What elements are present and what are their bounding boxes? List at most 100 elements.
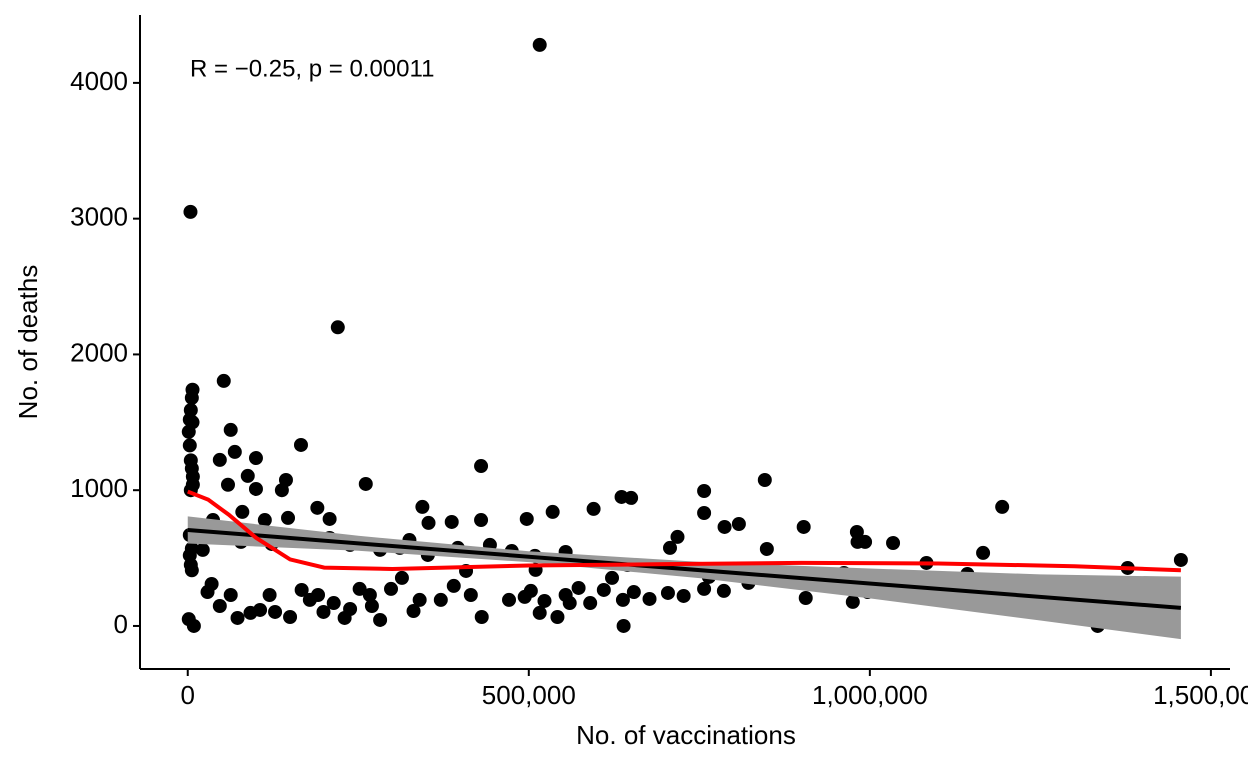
point [182, 438, 197, 453]
point [274, 483, 289, 498]
point [283, 610, 298, 625]
point [181, 424, 196, 439]
point [463, 588, 478, 603]
point [268, 604, 283, 619]
point [248, 451, 263, 466]
point [412, 592, 427, 607]
point [731, 516, 746, 531]
point [248, 481, 263, 496]
x-tick-label: 0 [181, 680, 195, 710]
point [281, 510, 296, 525]
point [697, 581, 712, 596]
point [415, 499, 430, 514]
y-tick-label: 3000 [70, 202, 128, 232]
point [223, 422, 238, 437]
point [184, 563, 199, 578]
point [670, 529, 685, 544]
point [662, 540, 677, 555]
point [337, 610, 352, 625]
point [444, 514, 459, 529]
x-tick-label: 1,000,000 [812, 680, 928, 710]
point [642, 591, 657, 606]
point [660, 585, 675, 600]
point [216, 373, 231, 388]
point [605, 570, 620, 585]
point [474, 459, 489, 474]
point [849, 525, 864, 540]
point [235, 504, 250, 519]
point [406, 604, 421, 619]
point [517, 589, 532, 604]
point [364, 599, 379, 614]
point [596, 582, 611, 597]
point [183, 204, 198, 219]
x-tick-label: 1,500,000 [1153, 680, 1248, 710]
point [220, 477, 235, 492]
point [362, 588, 377, 603]
point [886, 536, 901, 551]
point [796, 519, 811, 534]
point [615, 592, 630, 607]
point [384, 581, 399, 596]
point [316, 604, 331, 619]
point [257, 513, 272, 528]
point [253, 602, 268, 617]
point [550, 610, 565, 625]
confidence-band [187, 516, 1181, 640]
point [421, 515, 436, 530]
point [624, 490, 639, 505]
point [537, 593, 552, 608]
point [716, 583, 731, 598]
point [310, 500, 325, 515]
y-tick-label: 2000 [70, 337, 128, 367]
point [676, 588, 691, 603]
point [212, 452, 227, 467]
point [293, 437, 308, 452]
point [616, 618, 631, 633]
point [532, 605, 547, 620]
point [474, 610, 489, 625]
x-tick-label: 500,000 [482, 680, 576, 710]
point [519, 511, 534, 526]
point [326, 596, 341, 611]
point [502, 592, 517, 607]
point [330, 320, 345, 335]
y-tick-label: 4000 [70, 66, 128, 96]
point [394, 570, 409, 585]
point [240, 468, 255, 483]
point [195, 542, 210, 557]
point [294, 582, 309, 597]
point [586, 501, 601, 516]
point [185, 477, 200, 492]
point [532, 37, 547, 52]
point [373, 612, 388, 627]
point [583, 596, 598, 611]
point [626, 585, 641, 600]
point [184, 390, 199, 405]
y-axis-title: No. of deaths [13, 265, 43, 420]
point [230, 610, 245, 625]
point [850, 534, 865, 549]
point [474, 513, 489, 528]
point [322, 511, 337, 526]
point [759, 541, 774, 556]
point [757, 473, 772, 488]
point [845, 594, 860, 609]
regression-line [187, 527, 1182, 610]
point [302, 592, 317, 607]
point [433, 592, 448, 607]
point [545, 504, 560, 519]
x-axis-title: No. of vaccinations [576, 720, 796, 750]
annotation: R = −0.25, p = 0.00011 [190, 55, 434, 82]
point [223, 588, 238, 603]
point [212, 599, 227, 614]
point [976, 545, 991, 560]
point [697, 484, 712, 499]
point [227, 444, 242, 459]
y-tick-label: 0 [114, 609, 128, 639]
point [798, 590, 813, 605]
point [1173, 552, 1188, 567]
y-tick-label: 1000 [70, 473, 128, 503]
point [446, 578, 461, 593]
